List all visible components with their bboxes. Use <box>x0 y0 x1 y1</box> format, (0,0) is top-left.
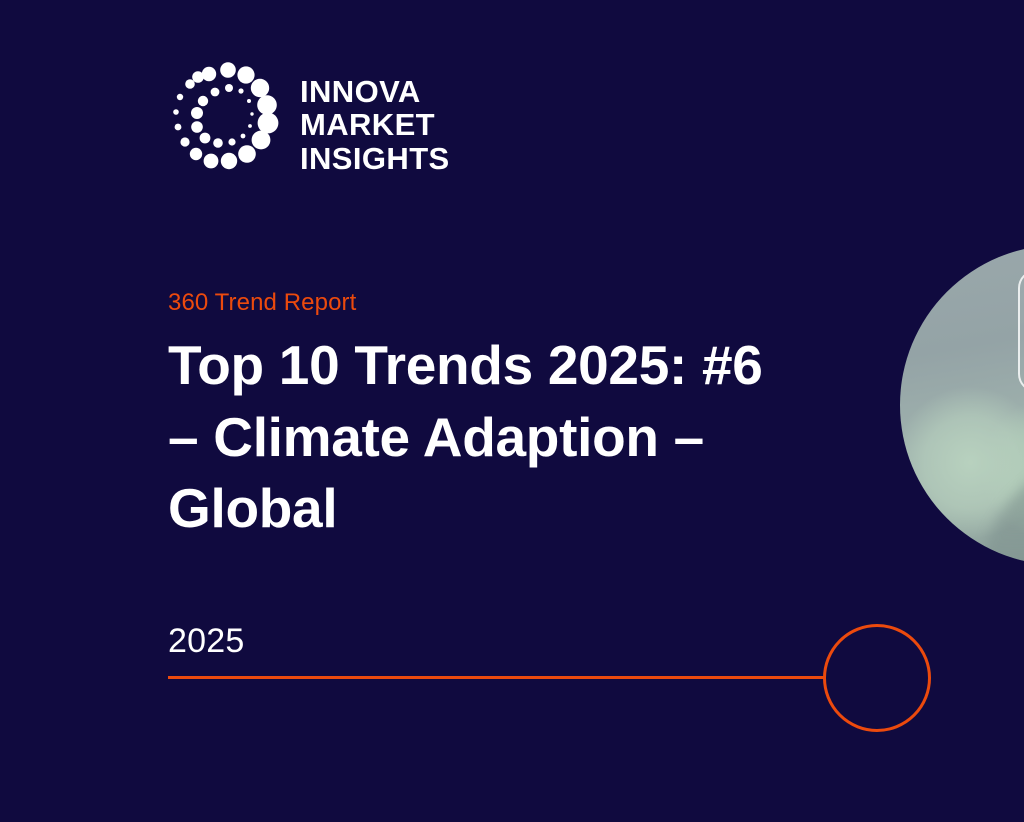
photo-device-outline <box>1018 270 1024 392</box>
report-type-kicker: 360 Trend Report <box>168 289 357 316</box>
page-title: Top 10 Trends 2025: #6 – Climate Adaptio… <box>168 330 868 545</box>
logo-line-market: MARKET <box>300 107 435 143</box>
logo-line-insights: INSIGHTS <box>300 140 450 176</box>
logo-line-innova: INNOVA <box>300 74 421 109</box>
brand-logo-wordmark: INNOVA MARKET INSIGHTS <box>300 74 450 176</box>
page-title-line-2: – Climate Adaption – <box>168 405 704 468</box>
orange-outline-circle <box>823 624 931 732</box>
page-title-line-3: Global <box>168 477 338 539</box>
publication-year: 2025 <box>168 622 245 660</box>
brand-logo: INNOVA MARKET INSIGHTS <box>168 62 468 184</box>
page-title-line-1: Top 10 Trends 2025: #6 <box>168 334 763 396</box>
orange-horizontal-rule <box>168 676 826 679</box>
innova-spiral-dots-logo-icon <box>168 62 288 180</box>
circular-product-photo <box>900 245 1024 565</box>
